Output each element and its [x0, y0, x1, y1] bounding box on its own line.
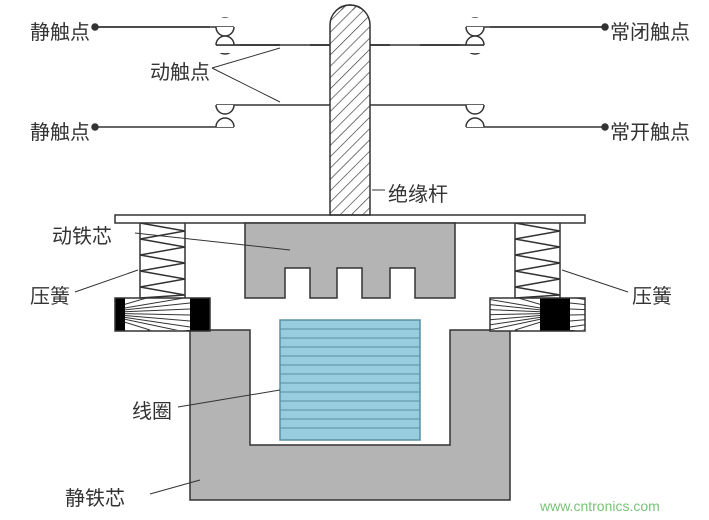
label-coil: 线圈: [132, 395, 172, 424]
label-moving-core: 动铁芯: [52, 220, 112, 249]
coil-shape: [280, 320, 420, 440]
spring-pad-right: [490, 298, 585, 331]
moving-core-shape: [245, 223, 455, 298]
label-insulating-rod: 绝缘杆: [388, 178, 448, 207]
label-static-core: 静铁芯: [65, 482, 125, 511]
spring-pad-left: [115, 298, 210, 331]
spring-right-shape: [515, 223, 560, 298]
label-spring-right: 压簧: [632, 280, 672, 309]
label-static-contact-top: 静触点: [30, 16, 90, 45]
label-no-contact: 常开触点: [610, 116, 690, 145]
label-static-contact-bottom: 静触点: [30, 116, 90, 145]
label-spring-left: 压簧: [30, 280, 70, 309]
label-nc-contact: 常闭触点: [610, 16, 690, 45]
top-plate: [115, 215, 585, 223]
diagram-svg: [0, 0, 709, 520]
watermark-text: www.cntronics.com: [540, 498, 660, 514]
label-moving-contact: 动触点: [150, 56, 210, 85]
